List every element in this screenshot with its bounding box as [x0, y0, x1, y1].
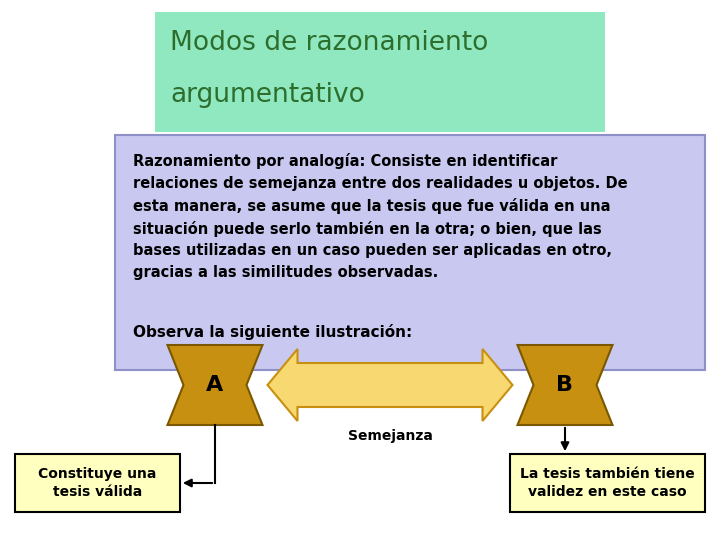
- Text: Observa la siguiente ilustración:: Observa la siguiente ilustración:: [133, 324, 413, 340]
- Text: Semejanza: Semejanza: [348, 429, 433, 443]
- FancyBboxPatch shape: [15, 454, 180, 512]
- Text: Modos de razonamiento: Modos de razonamiento: [170, 30, 488, 56]
- FancyBboxPatch shape: [510, 454, 705, 512]
- Text: Constituye una
tesis válida: Constituye una tesis válida: [38, 467, 157, 499]
- Polygon shape: [518, 345, 613, 425]
- Text: La tesis también tiene
validez en este caso: La tesis también tiene validez en este c…: [520, 467, 695, 499]
- FancyBboxPatch shape: [155, 12, 605, 132]
- Polygon shape: [268, 349, 513, 421]
- FancyBboxPatch shape: [115, 135, 705, 370]
- Polygon shape: [168, 345, 263, 425]
- Text: B: B: [557, 375, 574, 395]
- Text: Razonamiento por analogía: Consiste en identificar
relaciones de semejanza entre: Razonamiento por analogía: Consiste en i…: [133, 153, 628, 280]
- Text: argumentativo: argumentativo: [170, 82, 365, 108]
- Text: A: A: [207, 375, 224, 395]
